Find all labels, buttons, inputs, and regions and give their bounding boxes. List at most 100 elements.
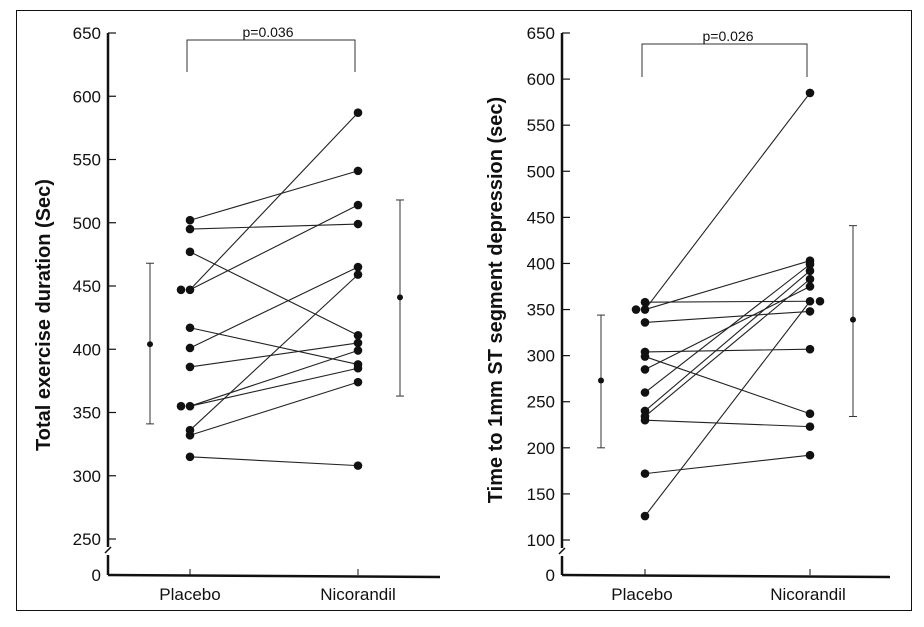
p-value-label: p=0.036 <box>243 24 294 40</box>
nicorandil-point <box>805 88 815 98</box>
y-tick-label: 350 <box>527 301 555 320</box>
subject-line <box>189 381 359 436</box>
nicorandil-point <box>353 346 363 355</box>
subject-line <box>644 356 811 415</box>
subject-line <box>644 278 811 417</box>
y-tick-label: 200 <box>527 439 555 458</box>
y-tick-label: 500 <box>527 162 555 181</box>
x-axis-line <box>107 573 441 579</box>
placebo-point <box>185 430 195 440</box>
nicorandil-point <box>815 296 825 306</box>
placebo-point <box>640 297 650 307</box>
subject-line <box>189 349 359 407</box>
x-axis-line <box>561 573 891 579</box>
y-tick-label: 650 <box>73 24 101 43</box>
placebo-point <box>640 365 650 374</box>
placebo-point <box>185 401 195 411</box>
y-tick-label: 500 <box>73 214 101 233</box>
placebo-point <box>185 224 195 234</box>
nicorandil-point <box>805 344 815 354</box>
subject-line <box>189 456 359 467</box>
y-tick-label: 400 <box>527 254 555 273</box>
placebo-point <box>185 362 195 372</box>
subject-line <box>644 300 811 517</box>
nicorandil-point <box>353 363 363 373</box>
placebo-point <box>640 415 650 425</box>
subject-line <box>189 367 359 407</box>
y-tick-label: 550 <box>527 116 555 135</box>
placebo-point <box>185 323 195 333</box>
subject-line <box>644 260 811 311</box>
left-y-axis-title: Total exercise duration (Sec) <box>33 179 55 451</box>
right-panel-st-depression: Time to 1mm ST segment depression (sec) … <box>485 24 891 604</box>
nicorandil-point <box>805 422 815 431</box>
y-tick-label: 400 <box>73 340 101 359</box>
subject-line <box>189 327 359 365</box>
left-panel-exercise-duration: Total exercise duration (Sec) 0 250 300 350… <box>33 24 441 604</box>
subject-line <box>644 270 811 412</box>
y-tick-label: 550 <box>73 151 101 170</box>
axis-break-mark <box>104 546 112 554</box>
subject-line <box>189 266 359 349</box>
nicorandil-point <box>805 282 815 291</box>
nicorandil-point <box>353 338 363 348</box>
nicorandil-point <box>805 266 815 276</box>
y-tick-label: 600 <box>73 87 101 106</box>
placebo-point <box>640 305 650 314</box>
figure-frame <box>16 10 912 611</box>
right-y-axis-title: Time to 1mm ST segment depression (sec) <box>485 97 507 503</box>
placebo-point <box>640 388 650 397</box>
nicorandil-point <box>805 307 815 316</box>
left-x-label-placebo: Placebo <box>159 585 220 604</box>
nicorandil-mean-point <box>850 316 856 323</box>
nicorandil-point <box>353 219 363 229</box>
subject-line <box>189 112 359 291</box>
placebo-point <box>640 318 650 327</box>
y-tick-label: 0 <box>546 566 555 585</box>
nicorandil-point <box>353 108 363 117</box>
right-x-label-nicorandil: Nicorandil <box>770 585 846 604</box>
subject-line <box>189 251 359 336</box>
placebo-point <box>640 469 650 478</box>
y-tick-label: 350 <box>73 404 101 423</box>
y-tick-label: 300 <box>527 347 555 366</box>
placebo-mean-point <box>598 377 604 384</box>
nicorandil-point <box>805 450 815 460</box>
placebo-mean-point <box>147 341 153 348</box>
subject-line <box>644 310 811 323</box>
subject-line <box>189 204 359 291</box>
nicorandil-point <box>805 296 815 306</box>
y-tick-label: 250 <box>73 530 101 549</box>
nicorandil-point <box>353 461 363 470</box>
y-tick-label: 100 <box>527 531 555 550</box>
nicorandil-mean-point <box>397 294 403 301</box>
placebo-point <box>185 215 195 225</box>
subject-line <box>189 223 359 230</box>
y-tick-label: 650 <box>527 24 555 43</box>
nicorandil-point <box>353 262 363 272</box>
subject-line <box>644 92 811 310</box>
p-value-label: p=0.026 <box>703 28 754 44</box>
placebo-point <box>185 285 195 295</box>
y-tick-label: 450 <box>73 277 101 296</box>
y-tick-label: 150 <box>527 485 555 504</box>
subject-line <box>644 263 811 393</box>
subject-line <box>189 274 359 431</box>
y-tick-label: 250 <box>527 393 555 412</box>
y-tick-label: 600 <box>527 70 555 89</box>
right-x-label-placebo: Placebo <box>611 585 672 604</box>
nicorandil-point <box>805 260 815 269</box>
nicorandil-point <box>353 200 363 210</box>
nicorandil-point <box>353 166 363 176</box>
placebo-point <box>176 285 186 295</box>
subject-line <box>189 170 359 221</box>
nicorandil-point <box>353 270 363 279</box>
y-tick-label: 0 <box>92 566 101 585</box>
subject-line <box>644 454 811 475</box>
subject-line <box>644 348 811 353</box>
nicorandil-point <box>805 409 815 419</box>
nicorandil-point <box>353 331 363 340</box>
significance-bracket <box>186 39 356 72</box>
placebo-point <box>185 247 195 257</box>
